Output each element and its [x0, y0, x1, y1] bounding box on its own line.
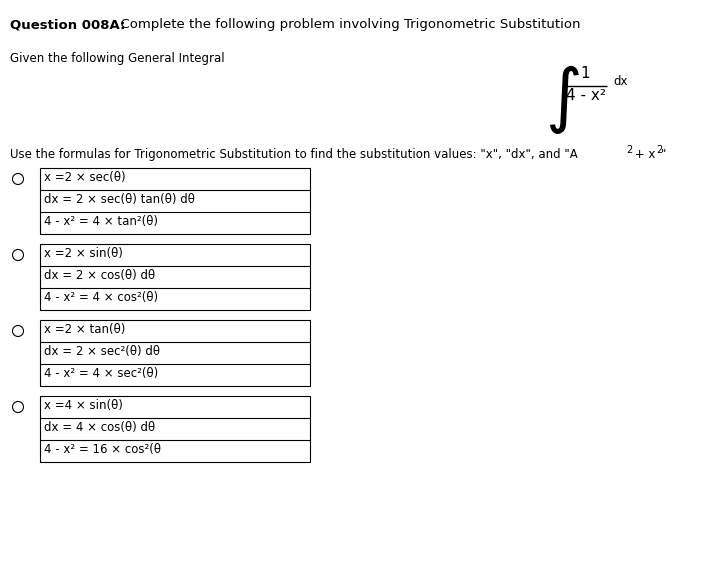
Text: 4 - x² = 4 × tan²(θ): 4 - x² = 4 × tan²(θ) [44, 215, 158, 228]
Bar [40, 396, 310, 462]
Text: dx = 2 × sec²(θ) dθ: dx = 2 × sec²(θ) dθ [44, 345, 160, 358]
Bar [40, 244, 310, 310]
Text: $\int$: $\int$ [545, 63, 580, 136]
Bar [40, 320, 310, 386]
Text: dx = 2 × sec(θ) tan(θ) dθ: dx = 2 × sec(θ) tan(θ) dθ [44, 193, 195, 206]
Text: Use the formulas for Trigonometric Substitution to find the substitution values:: Use the formulas for Trigonometric Subst… [10, 148, 578, 161]
Text: x =2 × sec(θ): x =2 × sec(θ) [44, 171, 126, 184]
Text: Question 008A:: Question 008A: [10, 18, 125, 31]
Bar [40, 168, 310, 234]
Text: Given the following General Integral: Given the following General Integral [10, 52, 225, 65]
Text: + x: + x [631, 148, 659, 161]
Text: 4 - x² = 4 × sec²(θ): 4 - x² = 4 × sec²(θ) [44, 367, 158, 380]
Text: 1: 1 [580, 66, 590, 81]
Text: dx: dx [613, 75, 628, 88]
Text: 4 - x² = 16 × cos²(θ: 4 - x² = 16 × cos²(θ [44, 443, 161, 456]
Text: 2: 2 [626, 145, 632, 155]
Text: ": " [661, 148, 667, 161]
Text: x =2 × tan(θ): x =2 × tan(θ) [44, 323, 125, 336]
Text: Complete the following problem involving Trigonometric Substitution: Complete the following problem involving… [112, 18, 581, 31]
Text: x =4 × sin(θ): x =4 × sin(θ) [44, 399, 123, 412]
Text: 4 - x² = 4 × cos²(θ): 4 - x² = 4 × cos²(θ) [44, 291, 158, 304]
Text: x =2 × sin(θ): x =2 × sin(θ) [44, 247, 123, 260]
Text: 4 - x²: 4 - x² [566, 88, 606, 103]
Text: dx = 2 × cos(θ) dθ: dx = 2 × cos(θ) dθ [44, 269, 155, 282]
Text: 2: 2 [656, 145, 662, 155]
Text: dx = 4 × cos(θ) dθ: dx = 4 × cos(θ) dθ [44, 421, 155, 434]
